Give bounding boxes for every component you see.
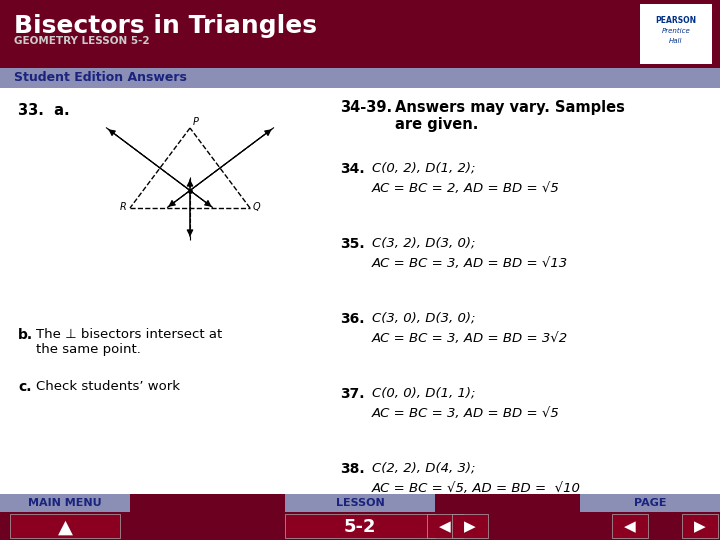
Text: 33.  a.: 33. a.	[18, 103, 70, 118]
Text: C(0, 0), D(1, 1);: C(0, 0), D(1, 1);	[372, 387, 475, 400]
Text: ◀: ◀	[624, 519, 636, 535]
Bar	[580, 494, 720, 512]
Text: PEARSON: PEARSON	[655, 16, 696, 25]
Text: 37.: 37.	[340, 387, 364, 401]
Text: Student Edition Answers: Student Edition Answers	[14, 71, 187, 84]
Text: ◀: ◀	[439, 519, 451, 535]
Bar	[0, 494, 720, 540]
Text: C(0, 2), D(1, 2);: C(0, 2), D(1, 2);	[372, 162, 475, 175]
Text: 5-2: 5-2	[343, 518, 377, 536]
Text: AC = BC = 2, AD = BD = √5: AC = BC = 2, AD = BD = √5	[372, 182, 559, 195]
Bar	[0, 494, 130, 512]
Bar	[612, 514, 648, 538]
Text: 34-39.: 34-39.	[340, 100, 392, 115]
Text: C(2, 2), D(4, 3);: C(2, 2), D(4, 3);	[372, 462, 475, 475]
Text: Hall: Hall	[670, 38, 683, 44]
Bar	[0, 0, 720, 68]
Bar	[0, 68, 720, 88]
Bar	[682, 514, 718, 538]
Text: GEOMETRY LESSON 5-2: GEOMETRY LESSON 5-2	[14, 36, 150, 46]
Text: AC = BC = √5, AD = BD =  √10: AC = BC = √5, AD = BD = √10	[372, 482, 581, 495]
Text: Q: Q	[253, 202, 261, 212]
Text: Prentice: Prentice	[662, 28, 690, 34]
Text: PAGE: PAGE	[634, 498, 666, 508]
Text: C(3, 0), D(3, 0);: C(3, 0), D(3, 0);	[372, 312, 475, 325]
Text: The ⊥ bisectors intersect at
the same point.: The ⊥ bisectors intersect at the same po…	[36, 328, 222, 356]
Text: R: R	[120, 202, 127, 212]
Text: b.: b.	[18, 328, 33, 342]
Bar	[285, 494, 435, 512]
Text: LESSON: LESSON	[336, 498, 384, 508]
Text: P: P	[193, 117, 199, 127]
Text: Bisectors in Triangles: Bisectors in Triangles	[14, 14, 317, 38]
Text: c.: c.	[18, 380, 32, 394]
Text: Check students’ work: Check students’ work	[36, 380, 180, 393]
Text: AC = BC = 3, AD = BD = √13: AC = BC = 3, AD = BD = √13	[372, 257, 568, 270]
Text: 36.: 36.	[340, 312, 364, 326]
Text: 35.: 35.	[340, 237, 364, 251]
Bar	[640, 4, 712, 64]
Bar	[10, 514, 120, 538]
Text: 38.: 38.	[340, 462, 364, 476]
Bar	[427, 514, 463, 538]
Bar	[452, 514, 488, 538]
Text: ▲: ▲	[58, 517, 73, 537]
Text: Answers may vary. Samples
are given.: Answers may vary. Samples are given.	[395, 100, 625, 132]
Text: MAIN MENU: MAIN MENU	[28, 498, 102, 508]
Text: ▶: ▶	[464, 519, 476, 535]
Text: ▶: ▶	[694, 519, 706, 535]
Text: C(3, 2), D(3, 0);: C(3, 2), D(3, 0);	[372, 237, 475, 250]
Bar	[285, 514, 435, 538]
Text: AC = BC = 3, AD = BD = 3√2: AC = BC = 3, AD = BD = 3√2	[372, 332, 568, 345]
Text: 34.: 34.	[340, 162, 364, 176]
Text: AC = BC = 3, AD = BD = √5: AC = BC = 3, AD = BD = √5	[372, 407, 559, 420]
